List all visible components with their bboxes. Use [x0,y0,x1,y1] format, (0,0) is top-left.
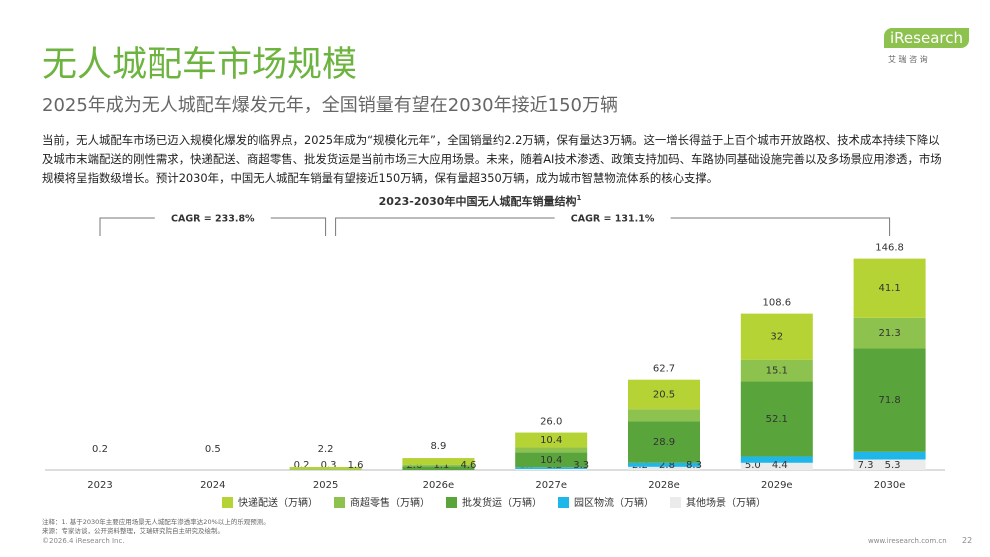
total-label: 108.6 [762,298,791,309]
bar-segment [402,466,475,470]
legend-swatch [222,497,233,508]
value-label: 1.6 [348,460,364,471]
bar-segment [740,359,813,382]
cagr-bracket [99,217,327,236]
x-tick-label: 2029e [761,480,793,491]
bar-segment [740,456,813,463]
chart-title-text: 2023-2030年中国无人城配车销量结构 [379,194,577,208]
legend-swatch [446,497,457,508]
legend-swatch [558,497,569,508]
value-label: 28.9 [653,437,675,448]
value-label: 10.4 [540,455,562,466]
page-number: 22 [962,536,973,545]
value-label: 8.3 [686,460,702,471]
chart-title: 2023-2030年中国无人城配车销量结构1 [379,194,582,208]
bar-segment [853,348,926,452]
legend-swatch [670,497,681,508]
total-label: 62.7 [653,364,675,375]
source: 来源：专家访谈，公开资料整理，艾瑞研究院自主研究及绘制。 [42,527,224,535]
value-label: 41.1 [878,283,900,294]
url: www.iresearch.com.cn [868,537,947,545]
cagr-bracket [335,217,891,236]
bar-segment [853,459,926,470]
value-label: 4.6 [460,460,476,471]
bar-segment [853,258,926,318]
value-label: 1.1 [433,460,449,471]
legend-label: 商超零售（万辆） [350,496,430,509]
total-label: 0.5 [205,444,221,455]
bar-segment [628,462,700,467]
total-label: 26.0 [540,417,562,428]
total-label: 8.9 [430,441,446,452]
bar-segment [740,462,813,470]
x-tick-label: 2030e [874,480,906,491]
legend-label: 批发货运（万辆） [462,496,542,509]
total-label: 0.2 [92,444,108,455]
bar-segment [853,317,926,349]
value-label: 7.3 [858,460,874,471]
value-label: 0.3 [321,460,337,471]
value-label: 2.8 [659,460,675,471]
bar-segment [515,467,588,469]
legend-label: 园区物流（万辆） [574,496,654,509]
value-label: 32 [770,332,783,343]
x-tick-label: 2026e [423,480,455,491]
total-label: 146.8 [875,243,904,254]
legend-label: 快递配送（万辆） [238,496,318,509]
value-label: 5.0 [745,460,761,471]
x-tick-label: 2024 [200,480,225,491]
value-label: 3.3 [573,460,589,471]
bar-segment [289,466,362,470]
value-label: 10.4 [540,435,562,446]
value-label: 52.1 [766,414,788,425]
x-tick-label: 2027e [535,480,567,491]
bar-segment [515,468,588,470]
bar-segment [853,451,926,460]
value-label: 21.3 [878,328,900,339]
bar-segment [402,458,475,465]
logo: iResearch [884,28,969,48]
x-tick-label: 2025 [313,480,338,491]
x-tick-label: 2028e [648,480,680,491]
bar-segment [402,464,475,467]
copyright: ©2026.4 iResearch Inc. [42,537,125,545]
legend-swatch [334,497,345,508]
value-label: 15.1 [766,366,788,377]
bar-segment [515,432,588,448]
value-label: 4.4 [772,460,788,471]
page-subtitle: 2025年成为无人城配车爆发元年，全国销量有望在2030年接近150万辆 [42,95,618,116]
bar-segment [740,313,813,360]
value-label: 5.3 [885,460,901,471]
value-label: 20.5 [653,389,675,400]
bar-segment [628,409,700,422]
bar-segment [628,466,700,470]
bar-segment [628,421,700,463]
x-tick-label: 2023 [87,480,112,491]
value-label: 71.8 [878,395,900,406]
paragraph: 当前，无人城配车市场已迈入规模化爆发的临界点，2025年成为“规模化元年”，全国… [42,133,942,185]
total-label: 2.2 [318,444,334,455]
value-label: 0.2 [294,460,310,471]
bar-segment [515,447,588,453]
cagr-label: CAGR = 233.8% [171,214,255,225]
bar-segment [515,452,588,468]
logo-sub: 艾 瑞 咨 询 [888,55,928,64]
cagr-label: CAGR = 131.1% [571,214,655,225]
chart-title-sup: 1 [576,194,581,202]
bar-segment [740,381,813,457]
legend-label: 其他场景（万辆） [686,496,766,509]
note: 注释：1. 基于2030年主要应用场景无人城配车渗透率达20%以上的乐观预测。 [42,518,270,526]
page-title: 无人城配车市场规模 [42,45,358,85]
bar-segment [628,379,700,410]
